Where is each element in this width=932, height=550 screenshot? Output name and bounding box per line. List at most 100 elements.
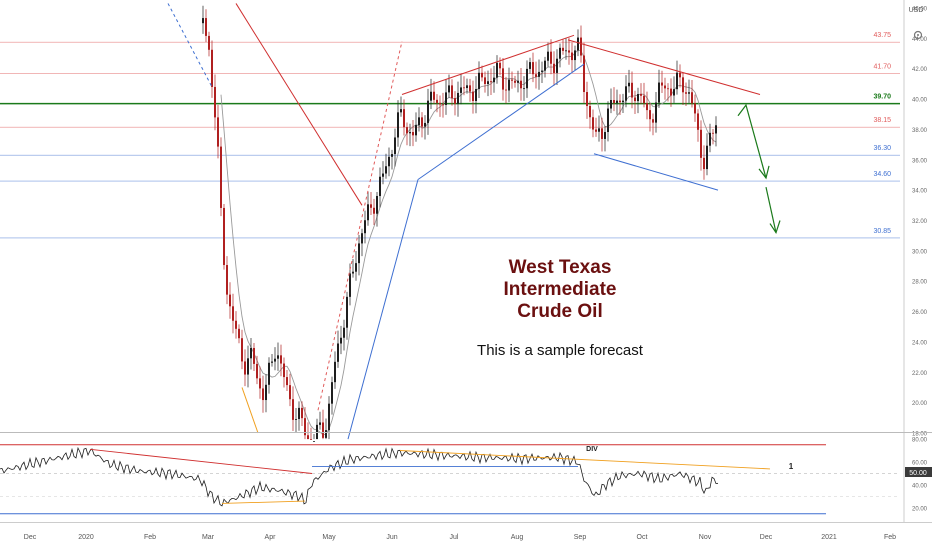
price-tick-label: 42.00 bbox=[912, 67, 928, 73]
candle-body bbox=[484, 77, 486, 84]
candle-body bbox=[331, 382, 333, 404]
x-tick-label: Nov bbox=[699, 534, 712, 541]
candle-body bbox=[628, 82, 630, 87]
candle-body bbox=[466, 85, 468, 89]
candle-body bbox=[565, 50, 567, 52]
oscillator-tick-label: 60.00 bbox=[912, 461, 928, 467]
candle-body bbox=[595, 129, 597, 132]
candle-body bbox=[388, 156, 390, 167]
candle-body bbox=[208, 35, 210, 50]
candle-body bbox=[289, 385, 291, 400]
candle-body bbox=[643, 95, 645, 104]
candle-body bbox=[637, 94, 639, 102]
candle-body bbox=[415, 125, 417, 136]
price-tick-label: 28.00 bbox=[912, 280, 928, 286]
candle-body bbox=[358, 243, 360, 264]
candle-body bbox=[424, 122, 426, 127]
trendline-red-resistance[interactable] bbox=[567, 39, 761, 95]
candle-body bbox=[673, 89, 675, 96]
candle-body bbox=[322, 422, 324, 438]
candle-body bbox=[250, 347, 252, 359]
candle-body bbox=[268, 362, 270, 385]
oscillator-tick-label: 40.00 bbox=[912, 484, 928, 490]
candle-body bbox=[448, 85, 450, 93]
forecast-arrowhead-2 bbox=[769, 220, 781, 235]
price-tick-label: 40.00 bbox=[912, 98, 928, 104]
candle-body bbox=[487, 81, 489, 84]
time-axis: Dec 2020 Feb Mar Apr May Jun Jul Aug Sep Oct Nov Dec… bbox=[24, 534, 896, 541]
candle-body bbox=[700, 129, 702, 158]
candle-body bbox=[592, 117, 594, 130]
settings-icon[interactable] bbox=[913, 30, 923, 40]
candle-body bbox=[298, 407, 300, 420]
candle-body bbox=[493, 77, 495, 83]
oscillator-trendline-orange-div[interactable] bbox=[399, 450, 771, 470]
candle-body bbox=[397, 112, 399, 138]
candle-body bbox=[259, 378, 261, 389]
forecast-path-1[interactable] bbox=[737, 103, 767, 179]
trendlines bbox=[167, 3, 761, 440]
trendline-red-falling[interactable] bbox=[235, 3, 363, 206]
candle-body bbox=[253, 347, 255, 364]
candle-body bbox=[271, 361, 273, 363]
candle-body bbox=[532, 62, 534, 75]
candle-body bbox=[622, 100, 624, 103]
trendline-blue-lower[interactable] bbox=[417, 63, 585, 180]
candle-body bbox=[577, 37, 579, 51]
trendline-blue-dashed[interactable] bbox=[167, 3, 213, 88]
candle-body bbox=[526, 68, 528, 89]
candle-body bbox=[529, 62, 531, 69]
candle-body bbox=[679, 72, 681, 78]
candle-body bbox=[601, 128, 603, 139]
candle-body bbox=[385, 166, 387, 174]
x-tick-label: May bbox=[322, 534, 336, 541]
candle-body bbox=[340, 337, 342, 344]
candle-body bbox=[265, 384, 267, 401]
candle-body bbox=[343, 327, 345, 338]
candle-body bbox=[712, 132, 714, 134]
candle-body bbox=[634, 97, 636, 102]
candle-body bbox=[550, 51, 552, 64]
candle-body bbox=[244, 361, 246, 375]
oscillator-trendline-orange-low[interactable] bbox=[221, 500, 306, 504]
candle-body bbox=[667, 88, 669, 90]
candle-body bbox=[370, 204, 372, 208]
candle-body bbox=[511, 79, 513, 81]
trendline-orange[interactable] bbox=[241, 387, 259, 434]
trendline-blue-support[interactable] bbox=[593, 153, 719, 191]
forecast-arrowhead-1 bbox=[758, 165, 770, 180]
candle-body bbox=[394, 137, 396, 155]
x-tick-label: Oct bbox=[637, 534, 648, 541]
candle-body bbox=[349, 273, 351, 297]
candle-body bbox=[460, 87, 462, 93]
candle-body bbox=[328, 403, 330, 431]
price-tick-label: 38.00 bbox=[912, 128, 928, 134]
candle-body bbox=[406, 127, 408, 134]
candle-body bbox=[607, 108, 609, 133]
candle-body bbox=[316, 424, 318, 440]
level-label: 34.60 bbox=[873, 171, 891, 178]
annotation-title-line-1: West Texas bbox=[509, 257, 612, 278]
candle-body bbox=[421, 117, 423, 127]
trendline-blue-rising[interactable] bbox=[347, 179, 419, 440]
candle-body bbox=[205, 18, 207, 36]
candle-body bbox=[412, 132, 414, 136]
candle-body bbox=[619, 100, 621, 103]
candle-body bbox=[661, 82, 663, 86]
candle-body bbox=[403, 109, 405, 128]
candle-body bbox=[481, 72, 483, 78]
candle-body bbox=[640, 94, 642, 96]
price-tick-label: 30.00 bbox=[912, 249, 928, 255]
candle-body bbox=[475, 89, 477, 101]
trendline-red-upper[interactable] bbox=[401, 34, 575, 95]
oscillator-trendline-red[interactable] bbox=[89, 448, 313, 474]
oscillator-tick-label: 20.00 bbox=[912, 507, 928, 513]
level-label: 41.70 bbox=[873, 63, 891, 70]
candle-body bbox=[262, 388, 264, 401]
price-tick-label: 44.00 bbox=[912, 37, 928, 43]
forecast-path-2[interactable] bbox=[765, 186, 777, 233]
candle-body bbox=[238, 328, 240, 339]
candle-body bbox=[715, 125, 717, 134]
price-tick-label: 22.00 bbox=[912, 371, 928, 377]
